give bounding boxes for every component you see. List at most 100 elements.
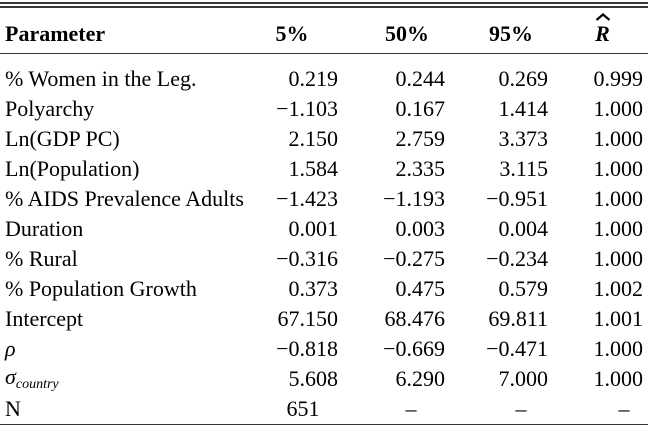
- parameter-label: Intercept: [0, 304, 240, 334]
- parameter-label-text: Ln(GDP PC): [5, 126, 120, 151]
- value-cell: 1.000: [593, 156, 644, 181]
- value-cell: –: [618, 396, 630, 421]
- parameter-label: Duration: [0, 214, 240, 244]
- value-cell: −0.818: [276, 336, 338, 361]
- value-cell: 0.579: [498, 276, 549, 301]
- value-cell: –: [515, 396, 527, 421]
- table-row: σcountry 5.608 6.290 7.000 1.000: [0, 364, 648, 394]
- parameter-label-text: % Population Growth: [5, 276, 197, 301]
- value-cell: 1.414: [498, 96, 549, 121]
- parameter-label: % AIDS Prevalence Adults: [0, 184, 244, 214]
- value-cell: 0.999: [593, 66, 644, 91]
- header-row: Parameter 5% 50% 95% R: [0, 8, 648, 54]
- parameter-label-subscript: country: [15, 377, 59, 392]
- parameter-label-text: N: [5, 396, 21, 421]
- value-cell: −0.234: [486, 246, 548, 271]
- parameter-label-text: Polyarchy: [5, 96, 95, 121]
- value-cell: 1.000: [593, 216, 644, 241]
- table-row: ρ −0.818 −0.669 −0.471 1.000: [0, 334, 648, 364]
- parameter-label: σcountry: [0, 364, 240, 394]
- table-header: Parameter 5% 50% 95% R: [0, 8, 648, 54]
- parameter-label: N: [0, 394, 240, 424]
- value-cell: −0.669: [383, 336, 445, 361]
- parameter-label: ρ: [0, 334, 240, 364]
- parameter-label-text: % AIDS Prevalence Adults: [5, 186, 244, 211]
- parameter-label: Polyarchy: [0, 94, 240, 124]
- column-header-50pct: 50%: [338, 8, 445, 54]
- value-cell: 1.002: [593, 276, 644, 301]
- value-cell: 6.290: [395, 366, 446, 391]
- value-cell: 1.000: [593, 126, 644, 151]
- value-cell: 0.475: [395, 276, 446, 301]
- value-cell: 68.476: [384, 306, 446, 331]
- value-cell: –: [405, 396, 417, 421]
- value-cell: 651: [286, 396, 320, 421]
- value-cell: 1.001: [593, 306, 644, 331]
- value-cell: 0.219: [288, 66, 339, 91]
- value-cell: 69.811: [488, 306, 548, 331]
- value-cell: −0.471: [486, 336, 548, 361]
- value-cell: −1.423: [276, 186, 338, 211]
- parameter-label-text: Ln(Population): [5, 156, 140, 181]
- value-cell: 67.150: [277, 306, 339, 331]
- value-cell: −0.275: [383, 246, 445, 271]
- value-cell: 2.335: [395, 156, 446, 181]
- column-header-parameter: Parameter: [0, 8, 240, 54]
- value-cell: −1.103: [276, 96, 338, 121]
- parameter-label: % Women in the Leg.: [0, 54, 240, 95]
- parameter-label: Ln(Population): [0, 154, 240, 184]
- value-cell: 0.269: [498, 66, 549, 91]
- table-row: % AIDS Prevalence Adults −1.423 −1.193 −0.9…: [0, 184, 648, 214]
- rhat-symbol: R: [595, 13, 611, 47]
- value-cell: 0.004: [498, 216, 549, 241]
- value-cell: 3.373: [498, 126, 549, 151]
- table-row: Ln(Population) 1.584 2.335 3.115 1.000: [0, 154, 648, 184]
- value-cell: 3.115: [499, 156, 548, 181]
- table-row: Intercept 67.150 68.476 69.811 1.001: [0, 304, 648, 334]
- value-cell: 1.584: [288, 156, 339, 181]
- value-cell: 7.000: [498, 366, 549, 391]
- table-body: % Women in the Leg. 0.219 0.244 0.269 0.999 P…: [0, 54, 648, 425]
- column-header-95pct: 95%: [445, 8, 548, 54]
- parameter-label-text: ρ: [5, 336, 16, 361]
- table-top-rule: [0, 2, 648, 8]
- value-cell: 0.373: [288, 276, 339, 301]
- value-cell: 2.759: [395, 126, 446, 151]
- value-cell: 2.150: [288, 126, 339, 151]
- table-bottom-rule: [0, 424, 648, 428]
- column-header-rhat: R: [548, 8, 648, 54]
- table-row: Ln(GDP PC) 2.150 2.759 3.373 1.000: [0, 124, 648, 154]
- value-cell: 5.608: [288, 366, 339, 391]
- value-cell: 1.000: [593, 186, 644, 211]
- table-row: N 651 – – –: [0, 394, 648, 424]
- parameter-label-text: % Women in the Leg.: [5, 66, 197, 91]
- value-cell: 1.000: [593, 246, 644, 271]
- parameter-label: % Rural: [0, 244, 240, 274]
- value-cell: 0.003: [395, 216, 446, 241]
- value-cell: 1.000: [593, 336, 644, 361]
- parameter-label-text: Duration: [5, 216, 84, 241]
- parameter-label: Ln(GDP PC): [0, 124, 240, 154]
- parameter-label-text: Intercept: [5, 306, 84, 331]
- table-row: Duration 0.001 0.003 0.004 1.000: [0, 214, 648, 244]
- value-cell: 0.244: [395, 66, 446, 91]
- rhat-base-letter: R: [595, 21, 610, 46]
- value-cell: −1.193: [383, 186, 445, 211]
- table-row: % Rural −0.316 −0.275 −0.234 1.000: [0, 244, 648, 274]
- value-cell: 0.001: [288, 216, 339, 241]
- parameter-label-text: σ: [5, 364, 16, 389]
- parameter-label: % Population Growth: [0, 274, 240, 304]
- value-cell: 0.167: [395, 96, 446, 121]
- circumflex-hat-icon: [595, 13, 610, 21]
- value-cell: −0.951: [486, 186, 548, 211]
- parameter-estimates-table: Parameter 5% 50% 95% R % Women in the Le…: [0, 8, 648, 424]
- table-row: % Women in the Leg. 0.219 0.244 0.269 0.999: [0, 54, 648, 95]
- column-header-5pct: 5%: [240, 8, 338, 54]
- value-cell: 1.000: [593, 366, 644, 391]
- table-row: Polyarchy −1.103 0.167 1.414 1.000: [0, 94, 648, 124]
- parameter-label-text: % Rural: [5, 246, 78, 271]
- value-cell: −0.316: [276, 246, 338, 271]
- value-cell: 1.000: [593, 96, 644, 121]
- table-row: % Population Growth 0.373 0.475 0.579 1.002: [0, 274, 648, 304]
